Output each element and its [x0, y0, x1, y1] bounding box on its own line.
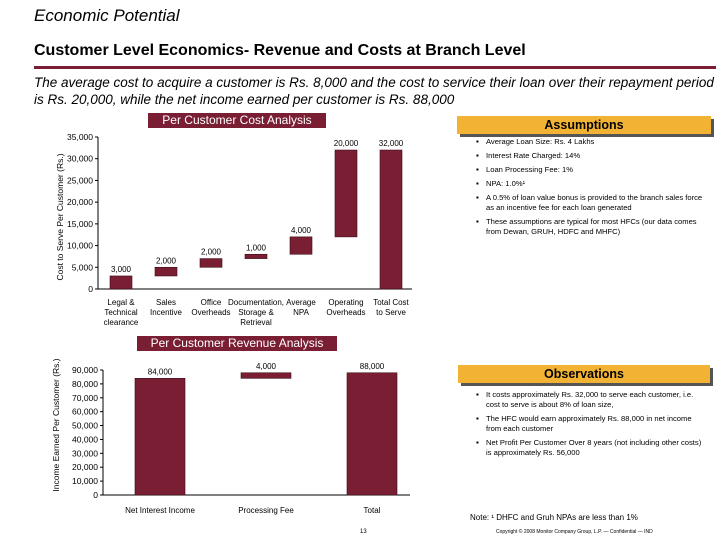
data-label: 32,000: [379, 139, 404, 148]
y-tick-label: 70,000: [72, 393, 98, 403]
x-tick-label: Storage &: [238, 308, 274, 317]
x-tick-label: Retrieval: [240, 318, 272, 327]
y-tick-label: 30,000: [67, 154, 93, 164]
y-tick-label: 0: [93, 490, 98, 500]
x-tick-label: Average: [286, 298, 316, 307]
x-tick-label: Incentive: [150, 308, 183, 317]
y-tick-label: 90,000: [72, 365, 98, 375]
x-tick-label: Processing Fee: [238, 506, 294, 515]
x-tick-label: Total: [364, 506, 381, 515]
assumption-item: These assumptions are typical for most H…: [476, 217, 708, 237]
data-label: 84,000: [148, 367, 173, 376]
data-label: 4,000: [256, 362, 277, 371]
y-tick-label: 50,000: [72, 421, 98, 431]
bar: [199, 258, 223, 268]
y-tick-label: 20,000: [72, 462, 98, 472]
bar: [334, 149, 358, 238]
cost-chart-banner: Per Customer Cost Analysis: [148, 113, 326, 128]
assumptions-list: Average Loan Size: Rs. 4 Lakhs Interest …: [476, 137, 708, 241]
x-tick-label: Overheads: [191, 308, 230, 317]
y-tick-label: 60,000: [72, 407, 98, 417]
y-tick-label: 40,000: [72, 434, 98, 444]
assumptions-heading: Assumptions: [457, 116, 711, 134]
bar: [154, 266, 178, 277]
x-tick-label: Total Cost: [373, 298, 409, 307]
title-divider: [34, 66, 716, 69]
y-tick-label: 35,000: [67, 132, 93, 142]
x-tick-label: Legal &: [107, 298, 135, 307]
bar: [346, 372, 398, 496]
x-tick-label: Net Interest Income: [125, 506, 195, 515]
bar: [244, 253, 268, 259]
page-title: Economic Potential: [34, 6, 180, 25]
y-tick-label: 20,000: [67, 197, 93, 207]
observations-heading: Observations: [458, 365, 710, 383]
bar: [379, 149, 403, 290]
y-tick-label: 0: [88, 284, 93, 294]
x-tick-label: NPA: [293, 308, 310, 317]
page-subtitle: Customer Level Economics- Revenue and Co…: [34, 42, 526, 59]
copyright: Copyright © 2008 Monitor Company Group, …: [496, 529, 653, 535]
assumption-item: Interest Rate Charged: 14%: [476, 151, 708, 161]
data-label: 2,000: [156, 256, 177, 265]
x-tick-label: Technical: [104, 308, 138, 317]
observation-item: Net Profit Per Customer Over 8 years (no…: [476, 438, 708, 458]
revenue-chart-banner: Per Customer Revenue Analysis: [137, 336, 337, 351]
bar: [134, 378, 186, 496]
x-tick-label: Overheads: [326, 308, 365, 317]
intro-text: The average cost to acquire a customer i…: [34, 75, 714, 107]
data-label: 2,000: [201, 248, 222, 257]
y-tick-label: 80,000: [72, 379, 98, 389]
bar: [240, 372, 292, 379]
footnote: Note: ¹ DHFC and Gruh NPAs are less than…: [470, 513, 638, 522]
assumption-item: NPA: 1.0%¹: [476, 179, 708, 189]
data-label: 4,000: [291, 226, 312, 235]
bar: [289, 236, 313, 255]
x-tick-label: Operating: [328, 298, 363, 307]
x-tick-label: Office: [201, 298, 222, 307]
assumption-item: A 0.5% of loan value bonus is provided t…: [476, 193, 708, 213]
y-tick-label: 5,000: [72, 262, 94, 272]
x-tick-label: Sales: [156, 298, 176, 307]
y-tick-label: 30,000: [72, 448, 98, 458]
page-number: 13: [360, 529, 367, 535]
data-label: 1,000: [246, 243, 267, 252]
data-label: 3,000: [111, 265, 132, 274]
observation-item: It costs approximately Rs. 32,000 to ser…: [476, 390, 708, 410]
observations-list: It costs approximately Rs. 32,000 to ser…: [476, 390, 708, 462]
data-label: 20,000: [334, 139, 359, 148]
assumption-item: Average Loan Size: Rs. 4 Lakhs: [476, 137, 708, 147]
y-tick-label: 10,000: [72, 476, 98, 486]
y-tick-label: 10,000: [67, 241, 93, 251]
bar: [109, 275, 133, 290]
data-label: 88,000: [360, 362, 385, 371]
x-tick-label: clearance: [104, 318, 139, 327]
x-tick-label: to Serve: [376, 308, 406, 317]
x-tick-label: Documentation,: [228, 298, 284, 307]
observation-item: The HFC would earn approximately Rs. 88,…: [476, 414, 708, 434]
y-tick-label: 15,000: [67, 219, 93, 229]
assumption-item: Loan Processing Fee: 1%: [476, 165, 708, 175]
y-tick-label: 25,000: [67, 175, 93, 185]
